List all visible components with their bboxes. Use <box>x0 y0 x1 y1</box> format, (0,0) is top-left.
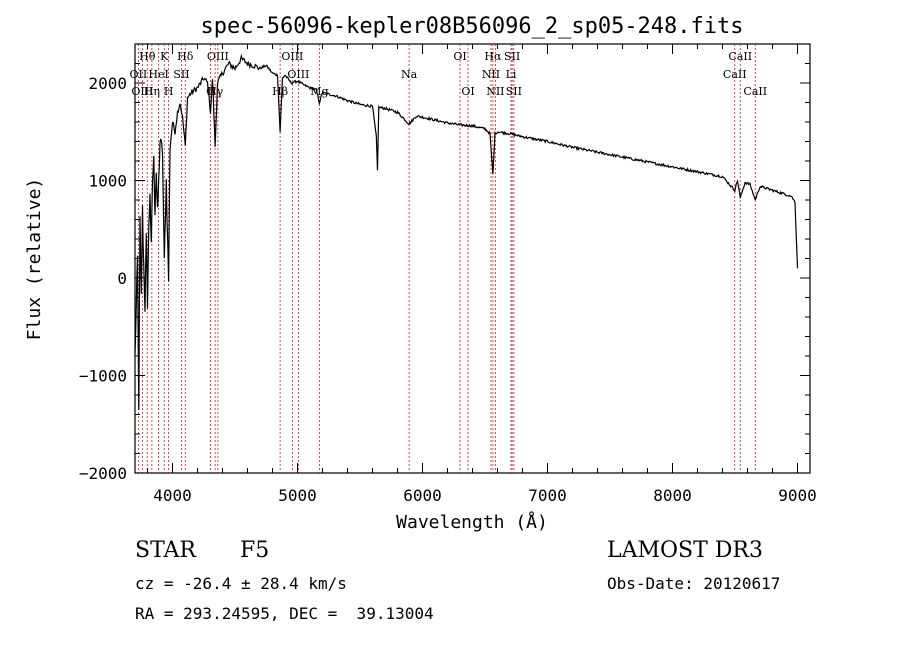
spectral-line-label: OIII <box>281 50 303 63</box>
survey-name: LAMOST DR3 <box>607 538 763 563</box>
y-tick-label: 0 <box>117 269 127 288</box>
x-tick-label: 6000 <box>403 486 442 505</box>
axis-ticks: 4000 5000 6000 7000 8000 9000 −2000 −1000 0 1000 2… <box>79 43 817 505</box>
spectral-line-markers <box>137 44 756 473</box>
x-axis-title: Wavelength (Å) <box>396 511 548 533</box>
plot-frame <box>134 43 811 474</box>
spectral-line-label: NII <box>486 85 504 98</box>
spectrum-line <box>134 53 799 410</box>
spectral-line-label: Hθ <box>139 50 156 63</box>
spectral-line-label: OIII <box>131 85 153 98</box>
chart-title: spec-56096-kepler08B56096_2_sp05-248.fit… <box>200 14 743 39</box>
spectral-line-label: Hβ <box>272 85 288 98</box>
spectral-line-label: NII <box>482 68 500 81</box>
spectral-line-label: Li <box>506 68 517 81</box>
spectral-line-label: K <box>160 50 169 63</box>
spectral-line-label: Mg <box>310 85 328 98</box>
spectral-line-label: Hδ <box>177 50 194 63</box>
spectral-line-label: OI <box>461 85 474 98</box>
spectral-line-label: Na <box>401 68 418 81</box>
spectral-line-label: OIII <box>207 50 229 63</box>
observation-date: Obs-Date: 20120617 <box>607 574 781 593</box>
spectral-line-label: HeI <box>148 68 168 81</box>
object-subclass: F5 <box>240 538 270 563</box>
spectral-line-label: Hη <box>144 85 160 98</box>
x-tick-label: 4000 <box>153 486 192 505</box>
y-tick-label: −1000 <box>79 367 127 386</box>
spectral-line-label: CaII <box>723 68 747 81</box>
redshift-readout: cz = -26.4 ± 28.4 km/s <box>135 574 347 593</box>
y-tick-label: 2000 <box>88 74 127 93</box>
x-tick-label: 8000 <box>653 486 692 505</box>
y-tick-label: 1000 <box>88 172 127 191</box>
x-tick-label: 9000 <box>778 486 817 505</box>
spectral-line-label: OI <box>453 50 466 63</box>
spectral-line-label: H <box>164 85 174 98</box>
y-tick-label: −2000 <box>79 464 127 483</box>
spectral-line-label: G <box>206 85 215 98</box>
x-tick-label: 7000 <box>528 486 567 505</box>
spectral-line-label: CaII <box>743 85 767 98</box>
x-tick-label: 5000 <box>278 486 317 505</box>
spectral-line-label: SII <box>506 85 522 98</box>
spectral-line-label: OIII <box>287 68 309 81</box>
object-class: STAR <box>135 538 196 563</box>
coordinates-readout: RA = 293.24595, DEC = 39.13004 <box>135 604 434 623</box>
spectral-line-label: CaII <box>728 50 752 63</box>
spectral-line-label: SII <box>173 68 189 81</box>
y-axis-title: Flux (relative) <box>24 178 45 341</box>
spectral-line-label: SII <box>504 50 520 63</box>
spectral-line-label: Hα <box>484 50 502 63</box>
spectral-line-label: OII <box>130 68 148 81</box>
